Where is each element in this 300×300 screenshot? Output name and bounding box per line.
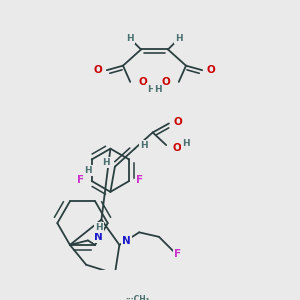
Text: O: O — [138, 77, 147, 87]
Text: O: O — [162, 77, 171, 87]
Text: H: H — [182, 139, 190, 148]
Text: H: H — [154, 85, 162, 94]
Text: O: O — [207, 65, 215, 75]
Text: F: F — [136, 175, 143, 185]
Text: O: O — [172, 143, 181, 153]
Text: H: H — [126, 34, 134, 43]
Text: H: H — [175, 34, 183, 43]
Text: F: F — [77, 175, 85, 185]
Text: H: H — [84, 166, 92, 175]
Text: F: F — [174, 249, 182, 259]
Text: N: N — [122, 236, 131, 246]
Text: O: O — [94, 65, 102, 75]
Text: H: H — [147, 85, 155, 94]
Text: N: N — [94, 232, 103, 242]
Text: H: H — [102, 158, 110, 167]
Text: H: H — [140, 142, 148, 151]
Text: ···CH₃: ···CH₃ — [126, 295, 150, 300]
Text: O: O — [173, 117, 182, 127]
Text: H: H — [95, 223, 103, 232]
